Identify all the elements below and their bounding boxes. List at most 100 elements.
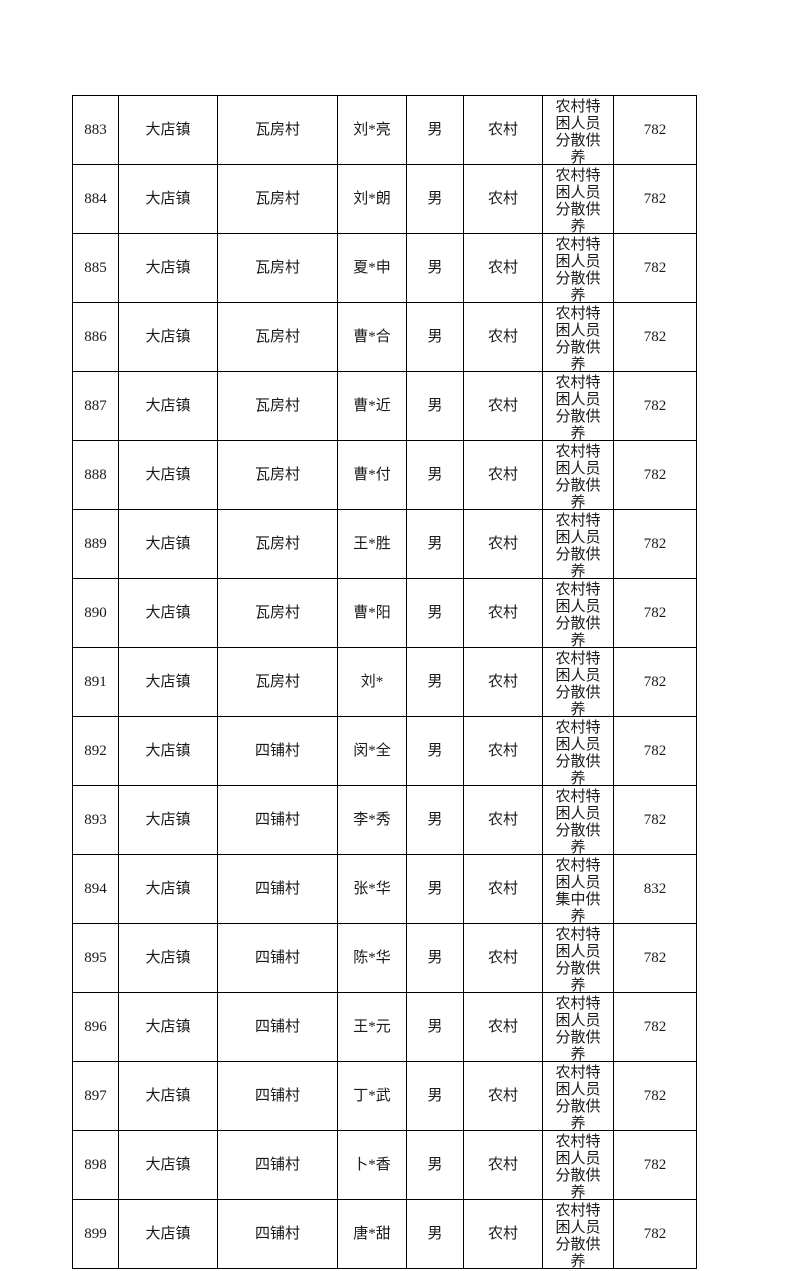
cell-area: 农村 bbox=[463, 854, 543, 924]
cell-town: 大店镇 bbox=[118, 785, 218, 855]
cell-seq: 888 bbox=[72, 440, 119, 510]
cell-name: 唐*甜 bbox=[337, 1199, 407, 1269]
cell-category: 农村特困人员分散供养 bbox=[542, 371, 614, 442]
category-text: 农村特困人员分散供养 bbox=[555, 375, 601, 442]
category-text: 农村特困人员分散供养 bbox=[555, 1065, 601, 1132]
cell-category: 农村特困人员分散供养 bbox=[542, 1199, 614, 1270]
cell-area: 农村 bbox=[463, 371, 543, 441]
category-text: 农村特困人员分散供养 bbox=[555, 582, 601, 649]
cell-village: 四铺村 bbox=[217, 785, 338, 855]
category-text: 农村特困人员分散供养 bbox=[555, 306, 601, 373]
cell-village: 四铺村 bbox=[217, 1199, 338, 1269]
cell-category: 农村特困人员集中供养 bbox=[542, 854, 614, 925]
cell-town: 大店镇 bbox=[118, 164, 218, 234]
cell-village: 瓦房村 bbox=[217, 164, 338, 234]
cell-seq: 897 bbox=[72, 1061, 119, 1131]
cell-village: 四铺村 bbox=[217, 854, 338, 924]
cell-town: 大店镇 bbox=[118, 509, 218, 579]
cell-amount: 782 bbox=[613, 716, 697, 786]
cell-category: 农村特困人员分散供养 bbox=[542, 1061, 614, 1132]
cell-town: 大店镇 bbox=[118, 1130, 218, 1200]
cell-area: 农村 bbox=[463, 164, 543, 234]
cell-area: 农村 bbox=[463, 785, 543, 855]
cell-category: 农村特困人员分散供养 bbox=[542, 716, 614, 787]
cell-village: 四铺村 bbox=[217, 923, 338, 993]
cell-gender: 男 bbox=[406, 440, 464, 510]
cell-name: 王*胜 bbox=[337, 509, 407, 579]
cell-seq: 899 bbox=[72, 1199, 119, 1269]
cell-seq: 890 bbox=[72, 578, 119, 648]
cell-amount: 782 bbox=[613, 164, 697, 234]
cell-name: 卜*香 bbox=[337, 1130, 407, 1200]
cell-name: 张*华 bbox=[337, 854, 407, 924]
cell-category: 农村特困人员分散供养 bbox=[542, 578, 614, 649]
cell-category: 农村特困人员分散供养 bbox=[542, 1130, 614, 1201]
table-row: 891 大店镇 瓦房村 刘* 男农村 农村特困人员分散供养 782 bbox=[72, 647, 697, 718]
cell-village: 瓦房村 bbox=[217, 578, 338, 648]
cell-category: 农村特困人员分散供养 bbox=[542, 992, 614, 1063]
category-text: 农村特困人员分散供养 bbox=[555, 789, 601, 856]
table-row: 886 大店镇 瓦房村 曹*合男农村 农村特困人员分散供养 782 bbox=[72, 302, 697, 373]
cell-category: 农村特困人员分散供养 bbox=[542, 440, 614, 511]
cell-village: 瓦房村 bbox=[217, 95, 338, 165]
cell-amount: 782 bbox=[613, 1130, 697, 1200]
cell-gender: 男 bbox=[406, 302, 464, 372]
cell-gender: 男 bbox=[406, 923, 464, 993]
cell-amount: 782 bbox=[613, 578, 697, 648]
cell-amount: 782 bbox=[613, 1061, 697, 1131]
cell-category: 农村特困人员分散供养 bbox=[542, 509, 614, 580]
table-row: 887 大店镇 瓦房村 曹*近男农村 农村特困人员分散供养 782 bbox=[72, 371, 697, 442]
table-row: 893 大店镇 四铺村 李*秀男农村 农村特困人员分散供养 782 bbox=[72, 785, 697, 856]
cell-category: 农村特困人员分散供养 bbox=[542, 302, 614, 373]
table-row: 890 大店镇 瓦房村 曹*阳男农村 农村特困人员分散供养 782 bbox=[72, 578, 697, 649]
cell-gender: 男 bbox=[406, 509, 464, 579]
cell-name: 曹*付 bbox=[337, 440, 407, 510]
cell-seq: 887 bbox=[72, 371, 119, 441]
category-text: 农村特困人员分散供养 bbox=[555, 1134, 601, 1201]
cell-village: 四铺村 bbox=[217, 1130, 338, 1200]
cell-seq: 898 bbox=[72, 1130, 119, 1200]
cell-amount: 782 bbox=[613, 1199, 697, 1269]
cell-category: 农村特困人员分散供养 bbox=[542, 233, 614, 304]
cell-town: 大店镇 bbox=[118, 854, 218, 924]
cell-seq: 892 bbox=[72, 716, 119, 786]
cell-village: 瓦房村 bbox=[217, 440, 338, 510]
cell-gender: 男 bbox=[406, 1130, 464, 1200]
category-text: 农村特困人员分散供养 bbox=[555, 651, 601, 718]
cell-village: 瓦房村 bbox=[217, 509, 338, 579]
cell-village: 瓦房村 bbox=[217, 302, 338, 372]
cell-seq: 896 bbox=[72, 992, 119, 1062]
cell-town: 大店镇 bbox=[118, 1061, 218, 1131]
category-text: 农村特困人员分散供养 bbox=[555, 237, 601, 304]
table-row: 894 大店镇 四铺村 张*华男农村 农村特困人员集中供养 832 bbox=[72, 854, 697, 925]
cell-name: 夏*申 bbox=[337, 233, 407, 303]
cell-name: 陈*华 bbox=[337, 923, 407, 993]
cell-name: 曹*阳 bbox=[337, 578, 407, 648]
table-row: 895 大店镇 四铺村 陈*华男农村 农村特困人员分散供养 782 bbox=[72, 923, 697, 994]
cell-gender: 男 bbox=[406, 164, 464, 234]
cell-name: 曹*合 bbox=[337, 302, 407, 372]
cell-amount: 782 bbox=[613, 785, 697, 855]
cell-category: 农村特困人员分散供养 bbox=[542, 647, 614, 718]
category-text: 农村特困人员分散供养 bbox=[555, 927, 601, 994]
cell-town: 大店镇 bbox=[118, 716, 218, 786]
table-row: 888 大店镇 瓦房村 曹*付男农村 农村特困人员分散供养 782 bbox=[72, 440, 697, 511]
cell-seq: 884 bbox=[72, 164, 119, 234]
cell-name: 李*秀 bbox=[337, 785, 407, 855]
cell-area: 农村 bbox=[463, 233, 543, 303]
category-text: 农村特困人员分散供养 bbox=[555, 99, 601, 166]
cell-amount: 782 bbox=[613, 923, 697, 993]
cell-area: 农村 bbox=[463, 647, 543, 717]
cell-amount: 782 bbox=[613, 509, 697, 579]
cell-area: 农村 bbox=[463, 1199, 543, 1269]
category-text: 农村特困人员集中供养 bbox=[555, 858, 601, 925]
cell-area: 农村 bbox=[463, 302, 543, 372]
cell-amount: 782 bbox=[613, 233, 697, 303]
cell-seq: 891 bbox=[72, 647, 119, 717]
cell-gender: 男 bbox=[406, 1199, 464, 1269]
table-row: 885 大店镇 瓦房村 夏*申男农村 农村特困人员分散供养 782 bbox=[72, 233, 697, 304]
cell-amount: 782 bbox=[613, 992, 697, 1062]
category-text: 农村特困人员分散供养 bbox=[555, 168, 601, 235]
cell-category: 农村特困人员分散供养 bbox=[542, 95, 614, 166]
cell-town: 大店镇 bbox=[118, 233, 218, 303]
